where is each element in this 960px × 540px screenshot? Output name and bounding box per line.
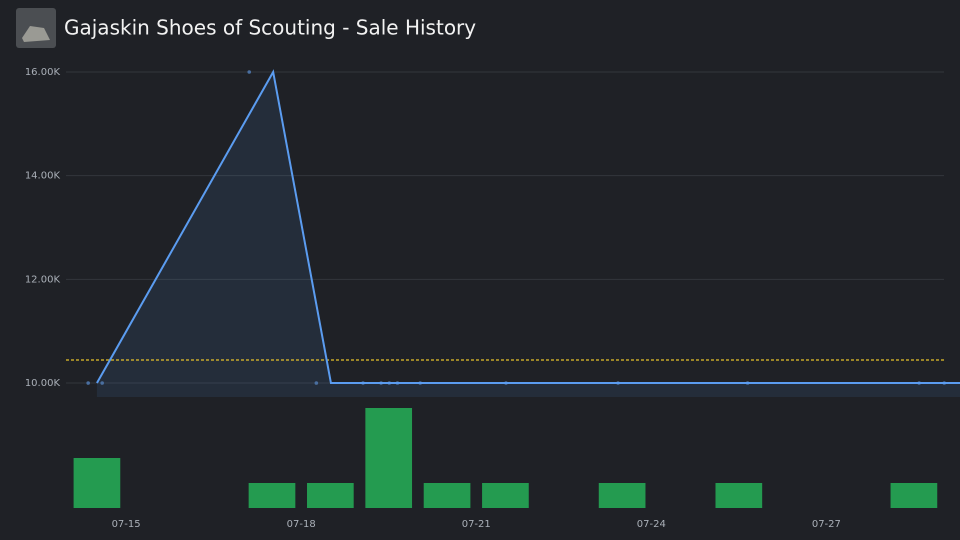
x-tick-label: 07-21: [462, 519, 491, 530]
x-tick-label: 07-18: [287, 519, 316, 530]
x-tick-label: 07-24: [637, 519, 666, 530]
sale-point: [86, 381, 90, 385]
price-area: [96, 72, 960, 397]
y-tick-label: 12.00K: [25, 274, 61, 285]
volume-bar: [715, 483, 763, 508]
y-tick-label: 10.00K: [25, 378, 61, 389]
icon-shape: [22, 26, 50, 42]
volume-bar: [890, 483, 938, 508]
sale-point: [100, 381, 104, 385]
volume-bar: [482, 483, 529, 508]
x-tick-label: 07-15: [112, 519, 141, 530]
sale-point: [314, 381, 319, 385]
volume-bar: [248, 483, 296, 508]
volume-bar: [598, 483, 646, 508]
x-tick-label: 07-27: [812, 519, 841, 530]
volume-bar: [365, 408, 413, 508]
y-tick-label: 14.00K: [25, 171, 61, 182]
volume-bar: [423, 483, 471, 508]
chart-title: Gajaskin Shoes of Scouting - Sale Histor…: [64, 16, 476, 40]
price-line: [96, 69, 960, 385]
y-tick-label: 16.00K: [25, 67, 61, 78]
volume-bar: [73, 458, 121, 508]
volume-bar: [307, 483, 354, 508]
sale-point: [247, 70, 252, 74]
